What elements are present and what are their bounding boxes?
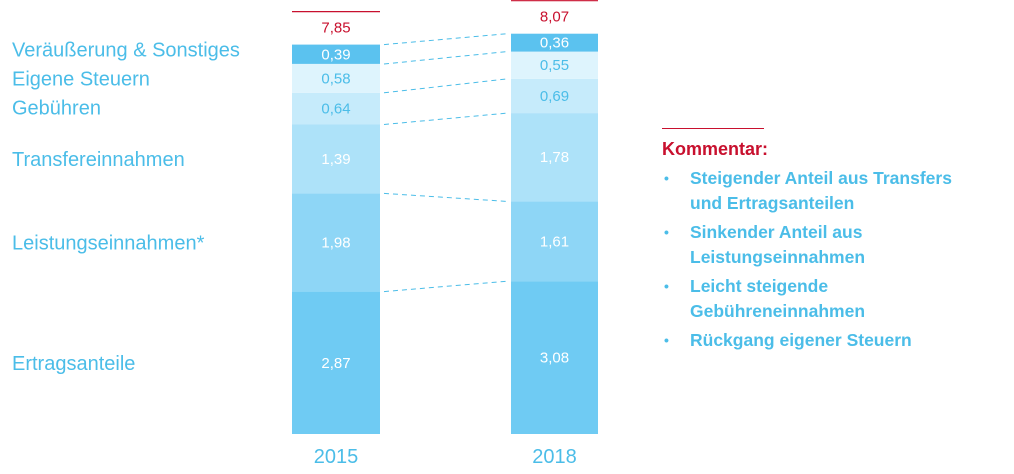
connector-line [383, 280, 508, 293]
commentary-item-line: Gebühreneinnahmen [690, 301, 866, 321]
commentary-item: • Steigender Anteil aus Transfers und Ertr… [662, 166, 1012, 216]
commentary-box: Kommentar: • Steigender Anteil aus Transf… [662, 128, 1012, 357]
connector-line [383, 51, 508, 65]
bar-segment [292, 92, 380, 125]
bullet-icon: • [664, 278, 669, 294]
commentary-list: • Steigender Anteil aus Transfers und Ertr… [662, 166, 1012, 353]
commentary-item-line: Leistungseinnahmen [690, 247, 866, 267]
data-label: 0,36 [540, 35, 569, 52]
data-label: 2,87 [321, 355, 350, 372]
legend-category-label: Eigene Steuern [12, 68, 150, 90]
bar-segment [292, 124, 380, 194]
data-label: 1,39 [321, 151, 350, 168]
data-label: 0,69 [540, 88, 569, 105]
total-label: 7,85 [321, 20, 350, 37]
commentary-item: • Rückgang eigener Steuern [662, 328, 1012, 353]
bar-segment [511, 78, 598, 114]
bullet-icon: • [664, 224, 669, 240]
commentary-item-line: Steigender Anteil aus Transfers [690, 168, 952, 188]
bar-segment [511, 113, 598, 202]
bar-segment [511, 201, 598, 282]
legend-category-label: Transfereinnahmen [12, 149, 185, 171]
data-label: 0,58 [321, 70, 350, 87]
commentary-item-line: Leicht steigende [690, 276, 829, 296]
data-label: 0,39 [321, 46, 350, 63]
bullet-icon: • [664, 332, 669, 348]
connector-line [383, 112, 508, 125]
legend-category-label: Ertragsanteile [12, 353, 135, 375]
connector-line [383, 33, 508, 46]
data-label: 3,08 [540, 350, 569, 367]
legend-category-label: Leistungseinnahmen* [12, 233, 205, 255]
commentary-item-line: Rückgang eigener Steuern [690, 330, 912, 350]
legend-category-label: Gebühren [12, 97, 101, 119]
bar-segment [292, 64, 380, 93]
x-tick-label: 2018 [532, 446, 577, 468]
bar-segment [511, 33, 598, 52]
commentary-rule [662, 128, 764, 129]
data-label: 0,55 [540, 57, 569, 74]
legend-category-label: Veräußerung & Sonstiges [12, 39, 240, 61]
total-label: 8,07 [540, 9, 569, 26]
data-label: 0,64 [321, 101, 350, 118]
x-tick-label: 2015 [314, 446, 359, 468]
bar-segment [511, 281, 598, 434]
bar-segment [292, 44, 380, 64]
commentary-item: • Sinkender Anteil aus Leistungseinnahmen [662, 220, 1012, 270]
bar-segment [292, 193, 380, 292]
data-label: 1,61 [540, 233, 569, 250]
commentary-item: • Leicht steigende Gebühreneinnahmen [662, 274, 1012, 324]
data-label: 1,98 [321, 235, 350, 252]
bar-segment [292, 291, 380, 434]
commentary-item-line: Sinkender Anteil aus [690, 222, 863, 242]
commentary-item-line: und Ertragsanteilen [690, 193, 855, 213]
bar-segment [511, 51, 598, 79]
connector-line [383, 78, 508, 94]
connector-line [383, 192, 508, 202]
commentary-title: Kommentar: [662, 139, 769, 159]
data-label: 1,78 [540, 149, 569, 166]
bullet-icon: • [664, 170, 669, 186]
